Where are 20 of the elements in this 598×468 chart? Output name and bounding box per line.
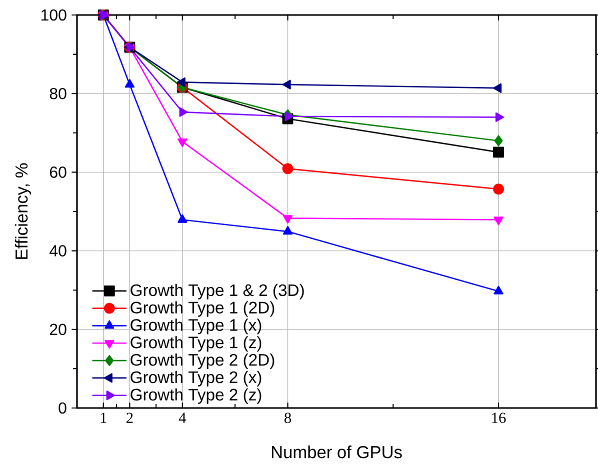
x-axis-title: Number of GPUs xyxy=(272,446,402,458)
legend-label: Growth Type 1 (x) xyxy=(130,318,262,334)
legend-label: Growth Type 1 & 2 (3D) xyxy=(130,284,304,300)
y-tick-label: 0 xyxy=(58,402,66,414)
legend-label: Growth Type 1 (2D) xyxy=(130,301,274,317)
legend-label: Growth Type 2 (x) xyxy=(130,370,262,386)
legend-label: Growth Type 1 (z) xyxy=(130,336,262,352)
y-axis-title: Efficiency, % xyxy=(14,163,32,259)
y-tick-label: 100 xyxy=(41,9,66,21)
y-tick-label: 40 xyxy=(50,245,66,256)
x-tick-label: 2 xyxy=(126,412,133,423)
x-tick-label: 16 xyxy=(492,412,506,424)
legend-label: Growth Type 2 (2D) xyxy=(130,353,274,370)
legend-label: Growth Type 2 (z) xyxy=(130,388,262,404)
y-tick-label: 20 xyxy=(50,324,66,336)
x-tick-label: 8 xyxy=(284,412,292,424)
x-tick-label: 1 xyxy=(100,412,106,423)
y-tick-label: 60 xyxy=(50,166,66,178)
x-tick-label: 4 xyxy=(178,412,186,423)
y-tick-label: 80 xyxy=(50,88,66,100)
